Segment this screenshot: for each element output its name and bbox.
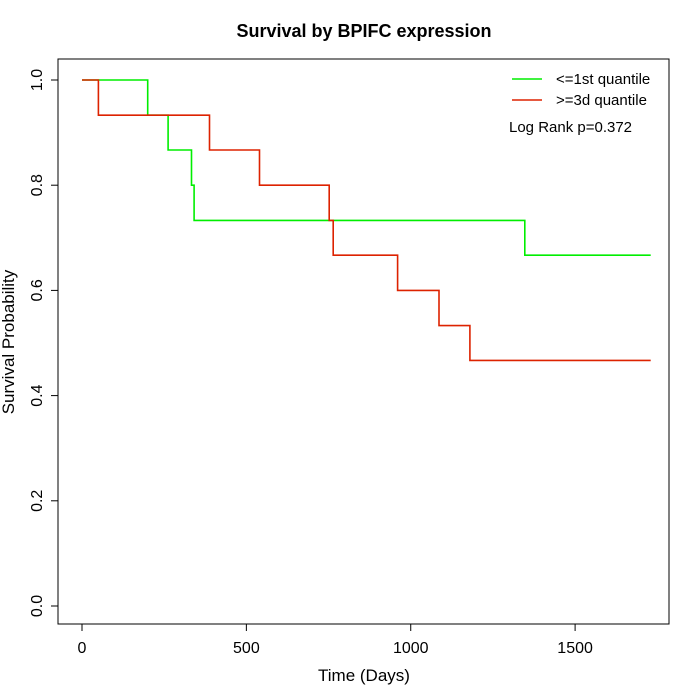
legend-label-high: >=3d quantile <box>556 92 647 109</box>
series-line-low-quantile <box>82 79 651 256</box>
y-axis-label: Survival Probability <box>0 269 18 414</box>
series-line-high-quantile <box>82 79 651 362</box>
y-tick-label: 0.8 <box>29 174 46 196</box>
x-tick-label: 1000 <box>393 640 429 657</box>
y-tick-label: 1.0 <box>29 69 46 91</box>
chart-title: Survival by BPIFC expression <box>236 21 491 41</box>
y-axis: 0.0 0.2 0.4 0.6 0.8 1.0 <box>29 69 59 617</box>
legend: <=1st quantile >=3d quantile <box>512 71 650 109</box>
x-tick-label: 500 <box>233 640 260 657</box>
y-tick-label: 0.6 <box>29 279 46 301</box>
x-axis-label: Time (Days) <box>318 666 410 685</box>
plot-frame <box>57 58 670 625</box>
x-axis: 0 500 1000 1500 <box>78 623 593 657</box>
x-tick-label: 0 <box>78 640 87 657</box>
y-tick-label: 0.2 <box>29 490 46 512</box>
y-tick-label: 0.0 <box>29 595 46 617</box>
log-rank-annotation: Log Rank p=0.372 <box>509 119 632 136</box>
x-tick-label: 1500 <box>557 640 593 657</box>
legend-label-low: <=1st quantile <box>556 71 650 88</box>
series-layer <box>82 79 651 362</box>
y-tick-label: 0.4 <box>29 384 46 406</box>
